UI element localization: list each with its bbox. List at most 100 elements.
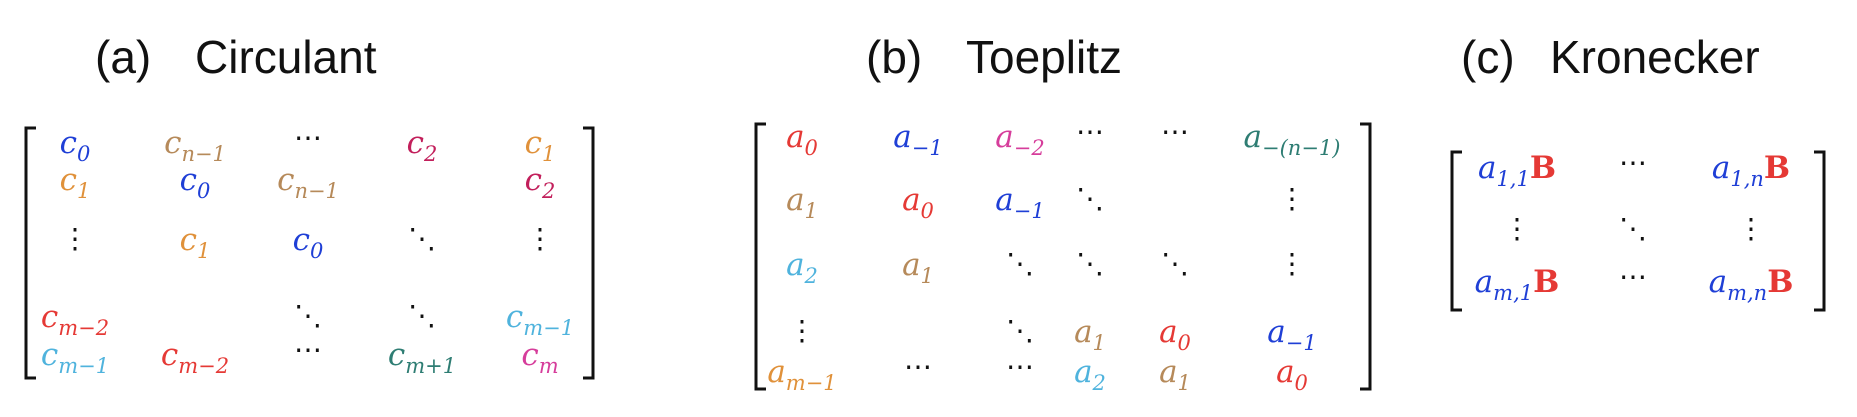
entry-block-matrix: B <box>1533 264 1559 300</box>
entry-subscript: −(n−1) <box>1262 136 1340 160</box>
toeplitz-entry-a-1: a1 <box>1074 314 1106 355</box>
entry-block-matrix: B <box>1530 150 1556 186</box>
entry-subscript: 0 <box>1178 331 1191 355</box>
panel-circulant-title: Circulant <box>195 31 377 83</box>
toeplitz-vdots-r3c0: ⋮ <box>788 314 816 347</box>
circulant-entry-c-nminus-1: cn−1 <box>277 162 339 203</box>
toeplitz-entry-a-1: a1 <box>902 247 934 288</box>
toeplitz-entry-a-0: a0 <box>1276 354 1308 395</box>
entry-subscript: n−1 <box>294 179 338 203</box>
toeplitz-entry-a-minus-2: a−2 <box>995 119 1044 160</box>
entry-subscript: 1 <box>77 179 90 203</box>
circulant-ddots-r3c3: ⋱ <box>408 299 436 332</box>
entry-subscript: m−2 <box>178 354 229 378</box>
entry-subscript: 1 <box>1178 371 1191 395</box>
circulant-entry-c-0: c0 <box>60 125 91 166</box>
circulant-entry-c-1: c1 <box>525 125 556 166</box>
entry-base: c <box>60 125 77 161</box>
toeplitz-entry-a-minus-1: a−1 <box>893 119 942 160</box>
circulant-entry-c-2: c2 <box>525 162 556 203</box>
panel-toeplitz-label: (b) <box>866 31 922 83</box>
entry-base: a <box>786 247 804 283</box>
entry-subscript: −1 <box>1286 331 1317 355</box>
kronecker-ddots-r1c1: ⋱ <box>1619 212 1647 245</box>
entry-subscript: m+1 <box>405 354 456 378</box>
circulant-entry-c-mminus-2: cm−2 <box>161 337 229 378</box>
kronecker-entry-a-m-1: am,1B <box>1475 264 1560 305</box>
circulant-entry-c-mminus-1: cm−1 <box>41 337 109 378</box>
entry-base: c <box>525 162 542 198</box>
circulant-cdots-r4c2: ⋯ <box>294 333 322 366</box>
entry-subscript: 1 <box>1093 331 1106 355</box>
kronecker-cdots-r2c1: ⋯ <box>1619 260 1647 293</box>
entry-base: c <box>293 222 310 258</box>
entry-base: a <box>1244 119 1262 155</box>
toeplitz-entry-a-0: a0 <box>1159 314 1191 355</box>
circulant-entry-c-0: c0 <box>180 162 211 203</box>
toeplitz-ddots-r2c4: ⋱ <box>1161 247 1189 280</box>
entry-base: a <box>893 119 911 155</box>
toeplitz-entry-a-1: a1 <box>1159 354 1191 395</box>
kronecker-vdots-r1c2: ⋮ <box>1737 212 1765 245</box>
entry-subscript: 0 <box>77 142 90 166</box>
circulant-entry-c-m: cm <box>521 337 558 378</box>
toeplitz-entry-a-mminus-1: am−1 <box>767 354 836 395</box>
toeplitz-ddots-r2c2: ⋱ <box>1006 247 1034 280</box>
entry-base: c <box>164 125 181 161</box>
kronecker-left-bracket <box>1450 150 1462 312</box>
entry-base: a <box>1709 264 1727 300</box>
entry-base: a <box>1159 314 1177 350</box>
entry-base: c <box>60 162 77 198</box>
toeplitz-right-bracket <box>1360 122 1372 391</box>
entry-base: c <box>388 337 405 373</box>
circulant-entry-c-1: c1 <box>60 162 91 203</box>
entry-base: a <box>1276 354 1294 390</box>
circulant-entry-c-mplus-1: cm+1 <box>388 337 456 378</box>
toeplitz-matrix-entries: a0 a−1 a−2 ⋯ ⋯ a−(n−1)a1 a0 a−1 ⋱ ⋮a2 a1 ⋱ ⋱ ⋱ ⋮⋮ ⋱ a1 a0… <box>767 115 1340 395</box>
entry-base: a <box>1159 354 1177 390</box>
entry-subscript: 0 <box>921 199 934 223</box>
entry-subscript: m−1 <box>786 371 837 395</box>
circulant-entry-c-0: c0 <box>293 222 324 263</box>
kronecker-entry-a-1-n: a1,nB <box>1712 150 1790 191</box>
panel-circulant-label: (a) <box>95 31 151 83</box>
entry-subscript: 0 <box>310 239 323 263</box>
toeplitz-ddots-r2c3: ⋱ <box>1076 247 1104 280</box>
entry-subscript: 2 <box>1092 371 1106 395</box>
toeplitz-cdots-r4c2: ⋯ <box>1006 350 1034 383</box>
entry-base: c <box>277 162 294 198</box>
entry-subscript: 0 <box>805 136 818 160</box>
panel-kronecker-label: (c) <box>1461 31 1515 83</box>
circulant-ddots-r2c3: ⋱ <box>408 222 436 255</box>
circulant-vdots-r2c4: ⋮ <box>526 222 554 255</box>
entry-subscript: 2 <box>804 264 818 288</box>
panel-toeplitz: (b) Toeplitz a0 a−1 a−2 ⋯ ⋯ a−(n−1)a1 a0 a−1 ⋱ ⋮a… <box>754 31 1372 395</box>
toeplitz-ddots-r3c2: ⋱ <box>1006 314 1034 347</box>
toeplitz-cdots-r0c4: ⋯ <box>1161 115 1189 148</box>
entry-base: c <box>180 162 197 198</box>
entry-base: a <box>1074 354 1092 390</box>
entry-subscript: m,n <box>1727 281 1767 305</box>
entry-subscript: m <box>539 354 559 378</box>
entry-block-matrix: B <box>1764 150 1790 186</box>
toeplitz-entry-a-2: a2 <box>786 247 818 288</box>
toeplitz-entry-a-0: a0 <box>786 119 818 160</box>
kronecker-entry-a-1-1: a1,1B <box>1478 150 1556 191</box>
panel-toeplitz-title: Toeplitz <box>966 31 1122 83</box>
entry-subscript: 1 <box>197 239 210 263</box>
circulant-right-bracket <box>583 126 595 380</box>
entry-base: a <box>995 119 1013 155</box>
entry-subscript: n−1 <box>181 142 225 166</box>
toeplitz-vdots-r2c5: ⋮ <box>1278 247 1306 280</box>
toeplitz-entry-a-minus-1: a−1 <box>1267 314 1316 355</box>
toeplitz-entry-a-minus-1: a−1 <box>995 182 1044 223</box>
toeplitz-left-bracket <box>754 122 766 391</box>
entry-base: a <box>767 354 785 390</box>
entry-subscript: −2 <box>1014 136 1045 160</box>
entry-subscript: m−1 <box>58 354 109 378</box>
circulant-entry-c-mminus-2: cm−2 <box>41 299 109 340</box>
entry-subscript: 2 <box>423 142 437 166</box>
entry-block-matrix: B <box>1767 264 1793 300</box>
kronecker-matrix-entries: a1,1B ⋯ a1,nB⋮ ⋱ ⋮am,1B ⋯ am,nB <box>1475 146 1794 305</box>
